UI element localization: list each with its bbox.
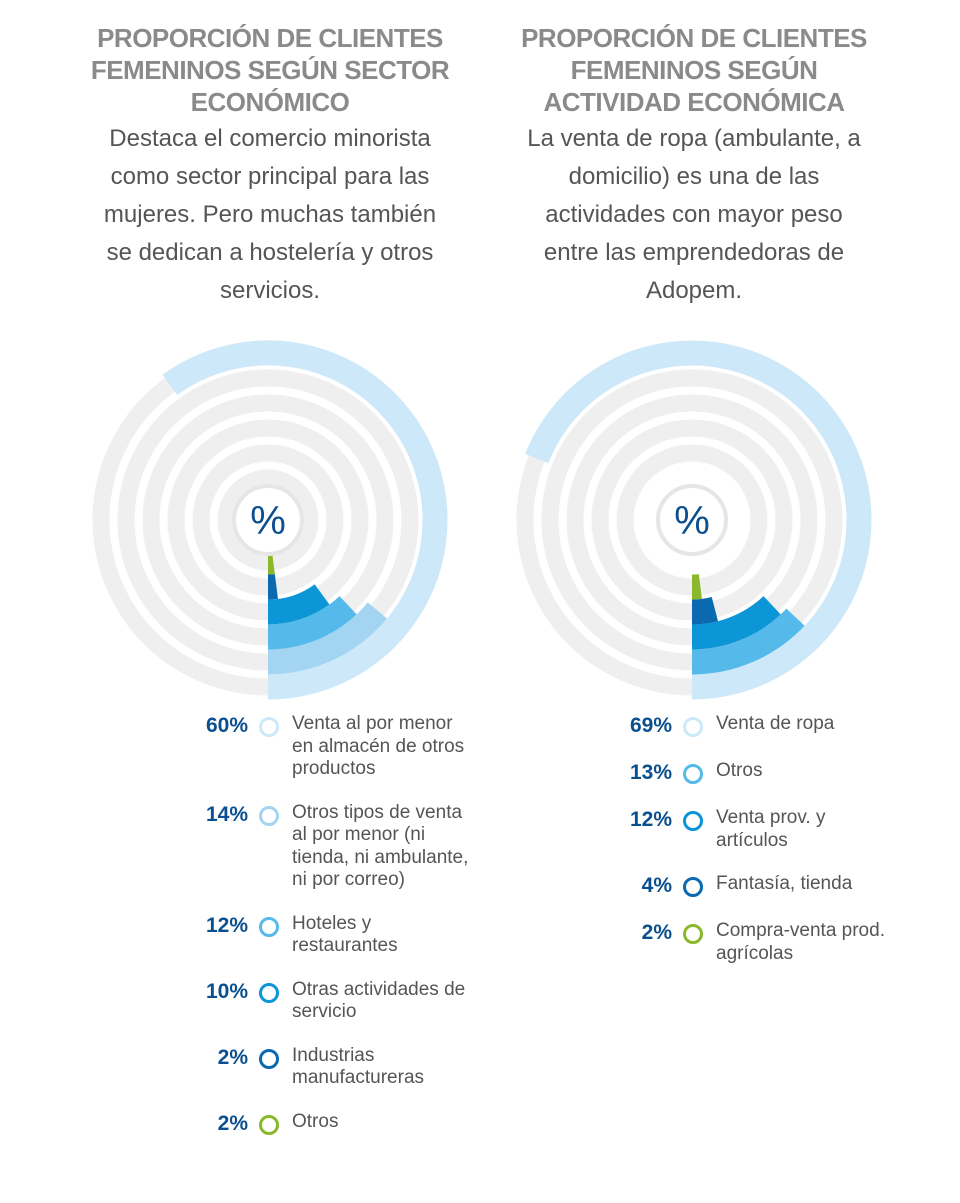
legend-value: 2% xyxy=(641,921,672,944)
legend-item: 10% Otras actividades de servicio xyxy=(0,979,480,1024)
legend-icon xyxy=(259,805,279,826)
center-circle xyxy=(232,484,304,556)
legend-icon xyxy=(683,877,703,897)
center-label: % xyxy=(674,499,710,543)
radial-chart: % xyxy=(92,340,448,700)
legend-label: Venta al por menor en almacén de otros p… xyxy=(292,713,465,779)
chart-subtitle: La venta de ropa (ambulante, a domicilio… xyxy=(527,125,861,304)
legend-icon xyxy=(259,982,279,1003)
legend-item: 2% Compra-venta prod. agrícolas xyxy=(424,920,904,965)
radial-bar xyxy=(267,602,388,675)
legend-icon xyxy=(683,764,703,784)
center-label: % xyxy=(250,499,286,543)
legend-label: Otras actividades de servicio xyxy=(292,978,466,1023)
radial-chart: % xyxy=(516,340,872,700)
legend-label: Industrias manufactureras xyxy=(292,1044,425,1089)
radial-bar xyxy=(267,574,278,600)
legend-icon xyxy=(683,811,703,831)
legend-value: 2% xyxy=(217,1111,248,1135)
legend-label: Compra-venta prod. agrícolas xyxy=(716,920,885,964)
legend-label: Otros xyxy=(292,1110,339,1132)
chart-subtitle: Destaca el comercio minorista como secto… xyxy=(103,125,437,304)
legend-value: 12% xyxy=(629,808,672,831)
legend-item: 12% Venta prov. y artículos xyxy=(424,807,904,852)
legend-value: 4% xyxy=(641,874,672,897)
chart-title: Proporción de clientes femeninos según s… xyxy=(90,23,450,117)
legend-label: Otros xyxy=(716,760,763,781)
legend-value: 60% xyxy=(205,714,248,737)
legend-item: 60% Venta al por menor en almacén de otro… xyxy=(0,713,480,781)
legend-item: 13% Otros xyxy=(424,760,904,786)
radial-bar xyxy=(162,340,448,700)
legend-label: Venta prov. y artículos xyxy=(716,807,826,851)
radial-bar xyxy=(691,595,781,650)
legend-label: Fantasía, tienda xyxy=(716,873,853,894)
legend-icon xyxy=(259,1048,279,1069)
radial-bar xyxy=(525,340,872,700)
legend-label: Hoteles y restaurantes xyxy=(292,912,398,957)
radial-bar xyxy=(267,584,330,625)
legend-value: 2% xyxy=(217,1045,248,1069)
legend-icon xyxy=(683,924,703,944)
legend-icon xyxy=(259,717,279,737)
legend-item: 2% Otros xyxy=(0,1111,480,1137)
legend-value: 69% xyxy=(629,714,672,737)
chart-column: Proporción de clientes femeninos según s… xyxy=(0,23,480,1158)
legend-item: 2% Industrias manufactureras xyxy=(0,1045,480,1090)
legend-value: 14% xyxy=(205,802,248,826)
legend-item: 4% Fantasía, tienda xyxy=(424,873,904,899)
radial-bar xyxy=(691,574,702,600)
radial-bar xyxy=(691,596,718,625)
legend-value: 12% xyxy=(205,913,248,937)
legend-icon xyxy=(259,916,279,937)
legend: 60% Venta al por menor en almacén de otro… xyxy=(0,713,480,1158)
legend-icon xyxy=(259,1114,279,1135)
radial-bar xyxy=(691,608,805,675)
legend-item: 69% Venta de ropa xyxy=(424,713,904,739)
legend-label: Otros tipos de venta al por menor (ni ti… xyxy=(292,801,469,891)
radial-bar xyxy=(267,595,357,650)
legend-item: 12% Hoteles y restaurantes xyxy=(0,913,480,958)
legend-item: 14% Otros tipos de venta al por menor (ni… xyxy=(0,802,480,892)
legend: 69% Venta de ropa 13% Otros 12% Venta prov. y… xyxy=(424,713,904,986)
legend-icon xyxy=(683,717,703,737)
legend-value: 13% xyxy=(629,761,672,784)
chart-column: Proporción de clientes femeninos según a… xyxy=(424,0,904,1203)
chart-title: Proporción de clientes femeninos según a… xyxy=(521,23,867,117)
legend-label: Venta de ropa xyxy=(716,713,835,734)
legend-value: 10% xyxy=(205,979,248,1003)
center-circle xyxy=(656,484,728,556)
